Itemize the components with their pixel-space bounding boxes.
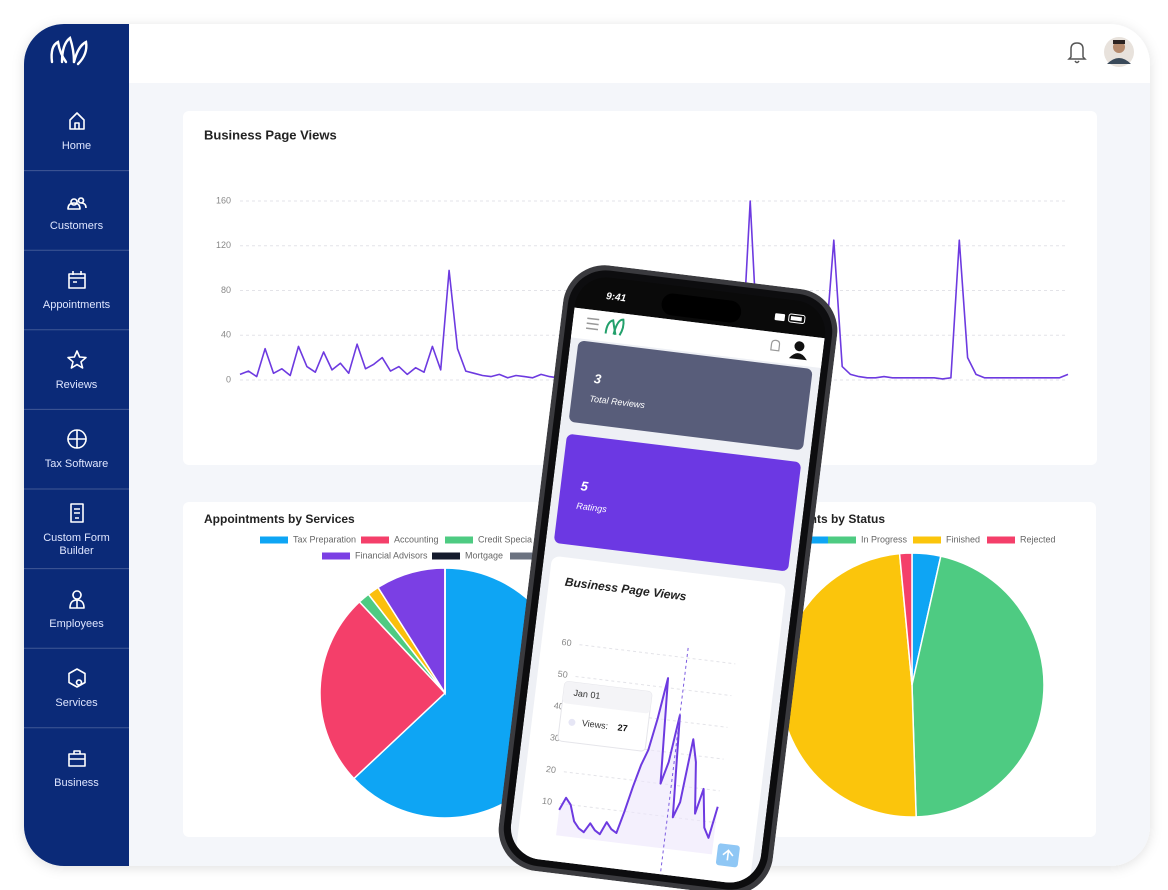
nav-label: Employees [49, 617, 104, 630]
legend-label: Tax Preparation [293, 534, 356, 544]
legend-marker [800, 536, 828, 544]
pie-slice [898, 552, 913, 686]
nav-label: Reviews [55, 378, 98, 391]
status-time: 9:41 [605, 291, 627, 304]
nav-label: Customers [49, 219, 104, 232]
tooltip-value: 27 [617, 722, 628, 733]
app-header [570, 307, 825, 369]
stat-value: 3 [593, 371, 603, 387]
legend-marker [987, 536, 1015, 544]
nav-icon [68, 589, 85, 609]
nav-icon [67, 749, 86, 767]
stat-value: 5 [580, 478, 590, 494]
y-tick-label: 30 [549, 732, 560, 743]
nav-item[interactable]: Tax Software [24, 409, 129, 489]
chart-title: Business Page Views [204, 127, 337, 142]
line-area [556, 678, 718, 855]
stat-card [554, 434, 801, 571]
legend-marker [260, 536, 288, 544]
y-tick-label: 40 [553, 700, 564, 711]
nav-icon [68, 112, 85, 130]
nav-label: Tax Software [44, 458, 109, 471]
legend-marker [322, 552, 350, 560]
nav-item[interactable]: Reviews [24, 330, 129, 410]
legend-marker [432, 552, 460, 560]
y-tick-label: 160 [216, 195, 231, 205]
user-avatar[interactable] [1104, 37, 1134, 67]
legend-marker [913, 536, 941, 544]
legend-label: Finished [946, 534, 980, 544]
tooltip-label: Jan 01 [573, 688, 601, 701]
hover-line [659, 647, 689, 877]
legend-label: Mortgage [465, 550, 503, 560]
y-tick-label: 60 [561, 637, 572, 648]
tooltip-header [562, 681, 652, 714]
legend-label: Accounting [394, 534, 439, 544]
nav-label: Home [61, 140, 92, 152]
nav-item[interactable]: Business [24, 728, 129, 808]
y-tick-label: 20 [545, 764, 556, 775]
y-tick-label: 120 [216, 240, 231, 250]
dynamic-island [661, 293, 742, 323]
tooltip-dot [568, 718, 576, 726]
legend-label: Rejected [1020, 534, 1056, 544]
nav-icon [66, 349, 87, 369]
nav-icon [67, 668, 86, 688]
notification-bell[interactable] [1067, 42, 1087, 64]
nav-item[interactable]: Custom Form Builder [24, 489, 129, 569]
pie-slice [319, 600, 447, 780]
pie-slice [911, 555, 1045, 818]
nav-item[interactable]: Employees [24, 569, 129, 649]
nav-item[interactable]: Services [24, 648, 129, 728]
y-tick-label: 50 [557, 669, 568, 680]
y-tick-label: 40 [221, 330, 231, 340]
line-series [558, 677, 719, 839]
nav-icon [66, 196, 87, 210]
logo [604, 318, 625, 336]
tooltip-name: Views: [581, 718, 608, 731]
y-tick-label: 10 [542, 796, 553, 807]
legend-marker [828, 536, 856, 544]
stat-label: Ratings [576, 501, 608, 515]
nav-icon [69, 502, 84, 523]
nav-label: Business [54, 776, 99, 789]
nav-label: Services [55, 697, 98, 710]
nav-icon [66, 429, 87, 450]
nav-label: Custom Form Builder [43, 531, 110, 557]
legend-label: Credit Specia [478, 534, 532, 544]
nav-icon [67, 271, 86, 289]
user-icon[interactable] [788, 340, 809, 361]
nav-item[interactable]: Appointments [24, 250, 129, 330]
phone-mockup: 3 Total Reviews 5 Ratings Business Page View… [494, 260, 842, 890]
stat-card [569, 340, 813, 450]
status-icons [774, 313, 806, 324]
nav-label: Appointments [42, 299, 111, 312]
legend-marker [361, 536, 389, 544]
logo [50, 36, 88, 66]
bell[interactable] [770, 339, 781, 352]
menu-button[interactable] [585, 317, 600, 331]
chart-title: Appointments by Services [204, 512, 355, 526]
header [129, 24, 1150, 83]
legend-marker [445, 536, 473, 544]
y-tick-label: 80 [221, 285, 231, 295]
grid-line [579, 644, 736, 665]
chart-card [514, 556, 786, 887]
legend-label: Financial Advisors [355, 550, 428, 560]
nav-item[interactable]: Customers [24, 171, 129, 251]
legend-marker [510, 552, 538, 560]
y-tick-label: 0 [226, 374, 231, 384]
nav-item[interactable]: Home [24, 91, 129, 171]
legend-label: In Progress [861, 534, 908, 544]
grid-line [575, 675, 732, 697]
